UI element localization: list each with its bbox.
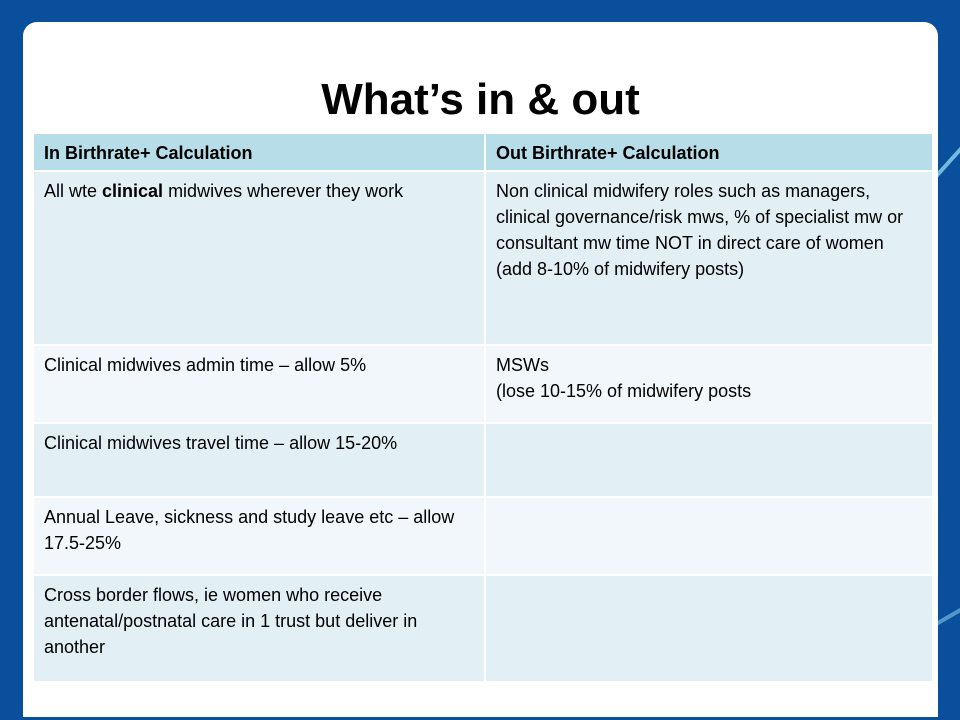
table-cell-out (485, 422, 934, 497)
table-cell-in: All wte clinical midwives wherever they … (34, 170, 486, 345)
table-cell-out (485, 574, 934, 681)
slide-title: What’s in & out (321, 75, 640, 124)
cell-text: All wte (44, 181, 103, 201)
table-cell-out: Non clinical midwifery roles such as man… (485, 170, 934, 345)
table-row: All wte clinical midwives wherever they … (34, 170, 934, 345)
table-header-row: In Birthrate+ Calculation Out Birthrate+… (34, 132, 934, 171)
table-row: Clinical midwives travel time – allow 15… (34, 422, 934, 497)
cell-line: Non clinical midwifery roles such as man… (496, 181, 904, 253)
header-out-calculation: Out Birthrate+ Calculation (485, 132, 934, 171)
comparison-table: In Birthrate+ Calculation Out Birthrate+… (34, 132, 934, 681)
cell-text: midwives wherever they work (163, 181, 404, 201)
header-in-calculation: In Birthrate+ Calculation (34, 132, 486, 171)
table-row: Cross border flows, ie women who receive… (34, 574, 934, 681)
table-row: Clinical midwives admin time – allow 5% … (34, 344, 934, 423)
cell-line: MSWs (496, 355, 549, 375)
table-row: Annual Leave, sickness and study leave e… (34, 496, 934, 575)
table-cell-out: MSWs (lose 10-15% of midwifery posts (485, 344, 934, 423)
table-cell-in: Clinical midwives admin time – allow 5% (34, 344, 486, 423)
table-cell-in: Clinical midwives travel time – allow 15… (34, 422, 486, 497)
slide-panel: What’s in & out In Birthrate+ Calculatio… (23, 22, 938, 717)
cell-line: (lose 10-15% of midwifery posts (496, 381, 752, 401)
table-cell-out (485, 496, 934, 575)
cell-emphasis-text: clinical (102, 181, 164, 201)
table-cell-in: Cross border flows, ie women who receive… (34, 574, 486, 681)
table-cell-in: Annual Leave, sickness and study leave e… (34, 496, 486, 575)
cell-line: (add 8-10% of midwifery posts) (496, 259, 745, 279)
